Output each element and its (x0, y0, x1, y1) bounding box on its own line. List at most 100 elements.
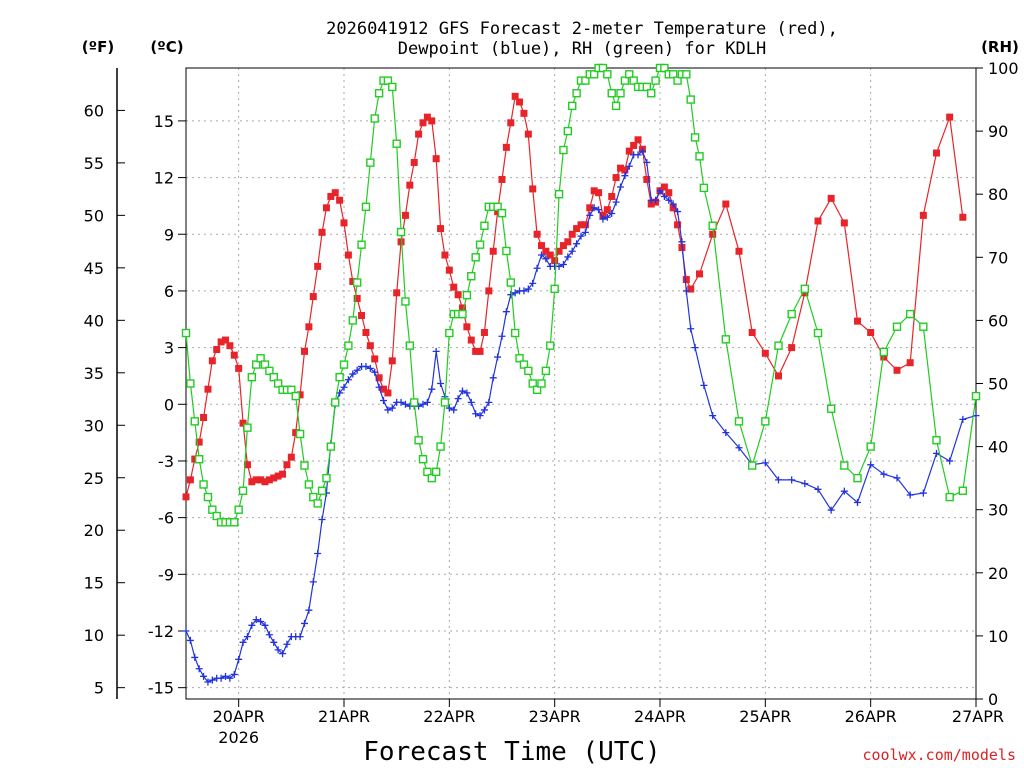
rh-point (690, 133, 700, 142)
dewpoint-point (252, 616, 260, 624)
rh-point (699, 183, 709, 193)
temperature-point (840, 219, 848, 227)
temperature-point (226, 342, 234, 350)
temperature-point (217, 338, 225, 346)
rh-point (190, 417, 199, 426)
dewpoint-point (301, 619, 308, 627)
rh-point (269, 372, 278, 382)
dewpoint-point (489, 374, 497, 382)
dewpoint-point (222, 672, 229, 680)
dewpoint-point (867, 461, 875, 469)
dewpoint-point (674, 208, 682, 216)
dewpoint-point (257, 618, 265, 626)
dewpoint-point (191, 653, 199, 661)
temperature-point (292, 429, 300, 437)
rh-tick-label: 80 (988, 185, 1008, 204)
temperature-point (577, 221, 585, 229)
dewpoint-point (520, 287, 528, 295)
temperature-point (595, 189, 603, 197)
fahrenheit-tick-label: 40 (84, 311, 104, 330)
rh-point (554, 189, 564, 199)
temperature-point (388, 357, 396, 365)
rh-point (559, 145, 568, 155)
temperature-point (494, 208, 502, 216)
dewpoint-point (401, 400, 409, 408)
temperature-point (485, 287, 493, 295)
temperature-point (498, 175, 506, 183)
dewpoint-point (502, 308, 510, 316)
temperature-point (608, 192, 616, 200)
dewpoint-point (700, 381, 708, 389)
dewpoint-point (788, 476, 796, 484)
rh-point (462, 290, 472, 300)
temperature-point (634, 136, 642, 144)
left-unit-celsius: (ºC) (150, 38, 183, 56)
temperature-point (371, 355, 379, 363)
temperature-point (665, 189, 673, 197)
rh-point (493, 202, 502, 212)
rh-point (260, 360, 270, 369)
dewpoint-point (494, 353, 502, 361)
rh-point (317, 486, 327, 495)
rh-point (541, 366, 551, 376)
dewpoint-point (564, 253, 572, 261)
dewpoint-point (305, 606, 313, 614)
dewpoint-point (204, 678, 212, 686)
rh-point (322, 473, 331, 483)
dewpoint-point (933, 449, 940, 457)
rh-point (572, 89, 581, 98)
temperature-point (524, 130, 532, 138)
temperature-point (222, 336, 229, 344)
rh-tick-label: 40 (988, 438, 1008, 457)
rh-tick-label: 60 (988, 311, 1008, 330)
rh-point (361, 202, 371, 212)
dewpoint-point (243, 633, 251, 641)
temperature-point (279, 470, 287, 478)
temperature-point (919, 211, 927, 219)
dewpoint-point (445, 404, 453, 412)
dewpoint-point (625, 162, 633, 170)
temperature-point (204, 385, 212, 393)
dewpoint-point (467, 398, 475, 406)
dewpoint-point (652, 196, 660, 204)
temperature-point (186, 476, 194, 484)
rh-point (774, 341, 783, 350)
fahrenheit-tick-label: 50 (84, 206, 104, 225)
temperature-point (252, 476, 260, 484)
rh-point (181, 328, 191, 338)
temperature-point (265, 476, 273, 484)
dewpoint-point (248, 621, 256, 629)
rh-point (629, 76, 638, 85)
dewpoint-point (432, 347, 440, 355)
rh-point (651, 76, 660, 85)
temperature-point (735, 247, 743, 255)
dewpoint-point (362, 362, 370, 370)
temperature-point (261, 478, 269, 486)
rh-point (668, 70, 678, 79)
temperature-point (432, 155, 440, 163)
temperature-point (344, 251, 352, 259)
rh-point (866, 442, 875, 451)
dewpoint-point (437, 380, 445, 387)
temperature-point (423, 113, 431, 121)
temperature-point (248, 478, 256, 486)
rh-point (475, 240, 485, 249)
left-unit-fahrenheit: (ºF) (82, 38, 114, 56)
dewpoint-point (428, 385, 436, 393)
rh-point (471, 253, 480, 262)
fahrenheit-tick-label: 25 (84, 469, 104, 488)
temperature-point (331, 189, 339, 197)
rh-point (611, 101, 621, 111)
temperature-point (555, 247, 563, 255)
temperature-point (380, 385, 387, 393)
dewpoint-point (801, 480, 809, 488)
rh-point (853, 473, 862, 483)
temperature-point (191, 455, 199, 463)
dewpoint-point (200, 672, 208, 680)
x-tick-label: 21APR (318, 707, 370, 726)
temperature-point (568, 230, 576, 238)
dewpoint-point (423, 398, 431, 406)
temperature-point (507, 119, 515, 127)
dewpoint-point (397, 398, 405, 406)
temperature-point (349, 277, 357, 285)
